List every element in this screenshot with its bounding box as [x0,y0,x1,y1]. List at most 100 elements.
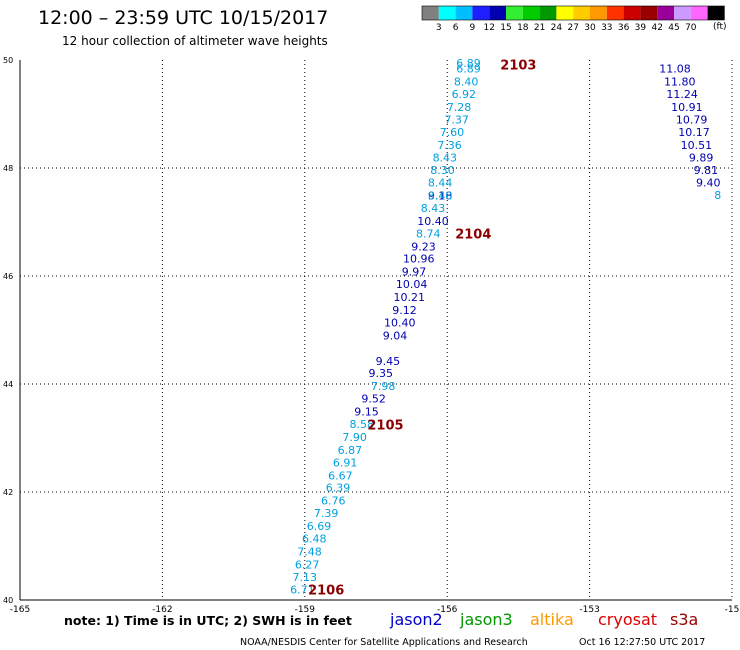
data-point-label: 11.80 [664,76,696,89]
colorbar-tick-label: 42 [651,23,662,33]
data-point-label: 7.98 [371,380,396,393]
data-points: 11.0811.8011.2410.9110.7910.1710.519.899… [290,57,721,598]
data-point-label: 6.89 [456,63,481,76]
footer-credit: NOAA/NESDIS Center for Satellite Applica… [240,637,528,648]
data-point-label: 9.40 [696,177,721,190]
colorbar-swatch [438,6,456,20]
data-point-label: 8.43 [433,152,458,165]
colorbar-unit: (ft) [713,22,727,32]
x-tick-label: -159 [295,605,316,615]
colorbar-swatch [657,6,674,20]
data-point-label: 7.60 [440,126,465,139]
data-point-label: 9.15 [354,406,379,419]
colorbar-frame [421,5,725,21]
legend-entry-altika: altika [530,610,574,629]
colorbar-tick-label: 12 [483,23,494,33]
data-point-label: 6.87 [338,444,363,457]
data-point-label: 8.74 [416,227,441,240]
x-tick-label: -153 [579,605,599,615]
colorbar-swatch [623,6,641,20]
data-point-label: 10.17 [678,126,710,139]
chart-title: 12:00 – 23:59 UTC 10/15/2017 [38,7,328,29]
legend-entry-jason3: jason3 [459,610,513,629]
data-point-label: 8 [714,189,721,202]
data-point-label: 8.40 [428,190,453,203]
colorbar-tick-label: 15 [500,23,511,33]
data-point-label: 6.89 [456,57,481,70]
data-point-label: 10.96 [403,253,435,266]
data-point-label: 7.28 [447,101,472,114]
data-point-label: 10.04 [396,278,428,291]
legend: jason2 jason3 altika cryosat s3a [389,610,698,629]
track-annotation: 2104 [455,227,491,242]
data-point-label: 9.52 [361,393,386,406]
data-point-label: 9.18 [428,190,453,203]
legend-entry-jason2: jason2 [389,610,443,629]
chart-subtitle: 12 hour collection of altimeter wave hei… [62,34,328,48]
data-point-label: 9.81 [694,164,719,177]
colorbar-swatch [606,6,624,20]
colorbar-tick-label: 39 [635,23,647,33]
data-point-label: 7.37 [444,113,469,126]
data-point-label: 10.51 [681,139,713,152]
data-point-label: 6.48 [302,532,327,545]
colorbar-swatch [489,6,506,20]
colorbar-tick-label: 30 [584,23,596,33]
y-tick-label: 44 [3,380,13,389]
footer-timestamp: Oct 16 12:27:50 UTC 2017 [579,637,705,648]
colorbar-swatch [674,6,691,20]
data-point-label: 10.79 [676,113,708,126]
data-point-label: 9.23 [411,240,436,253]
colorbar-tick-label: 24 [551,23,563,33]
colorbar-swatch [590,6,607,20]
data-point-label: 7.36 [437,139,462,152]
data-point-label: 7.90 [342,431,367,444]
data-point-label: 9.97 [402,266,427,279]
data-point-label: 8.40 [454,76,479,89]
data-point-label: 6.91 [333,456,358,469]
colorbar-tick-label: 27 [567,23,578,33]
data-point-label: 6.39 [326,482,351,495]
data-point-label: 7.13 [293,571,318,584]
data-point-label: 11.24 [666,88,698,101]
colorbar-tick-label: 70 [685,23,697,33]
plot-area: -165 -162 -159 -156 -153 -15 40 42 44 46 48 50 11.08… [3,56,739,615]
y-tick-label: 40 [3,596,13,605]
colorbar-swatch [422,6,439,20]
data-point-label: 8.44 [428,177,453,190]
y-tick-label: 48 [3,164,13,173]
colorbar-tick-label: 9 [470,23,476,33]
y-tick-label: 46 [3,272,13,281]
data-point-label: 6.67 [328,469,353,482]
colorbar-swatch [506,6,523,20]
colorbar-tick-label: 6 [453,23,459,33]
data-point-label: 9.35 [368,367,393,380]
data-point-label: 10.21 [393,291,425,304]
data-point-label: 6.76 [321,495,346,508]
colorbar-swatch [556,6,574,20]
colorbar-swatch [573,6,590,20]
colorbar-tick-label: 33 [601,23,612,33]
colorbar-swatch [539,6,557,20]
data-point-label: 7.48 [297,545,322,558]
data-point-label: 6.71 [290,584,315,597]
colorbar-tick-label: 45 [668,23,679,33]
y-tick-label: 50 [3,56,13,65]
colorbar-swatch [640,6,658,20]
data-point-label: 11.08 [659,63,691,76]
x-tick-label: -165 [10,605,30,615]
data-point-label: 8.43 [421,202,446,215]
data-point-label: 6.69 [307,520,332,533]
x-tick-label: -162 [152,605,172,615]
data-point-label: 9.04 [383,329,408,342]
colorbar-tick-label: 21 [534,23,545,33]
colorbar: 3 6 9 12 15 18 21 24 27 30 33 36 39 42 45 70 [421,5,725,33]
colorbar-swatch [455,6,473,20]
x-tick-label: -156 [437,605,458,615]
data-point-label: 8.30 [430,164,455,177]
colorbar-swatch [472,6,490,20]
data-point-label: 10.91 [671,101,703,114]
colorbar-swatch [690,6,708,20]
data-point-label: 6.92 [452,88,477,101]
